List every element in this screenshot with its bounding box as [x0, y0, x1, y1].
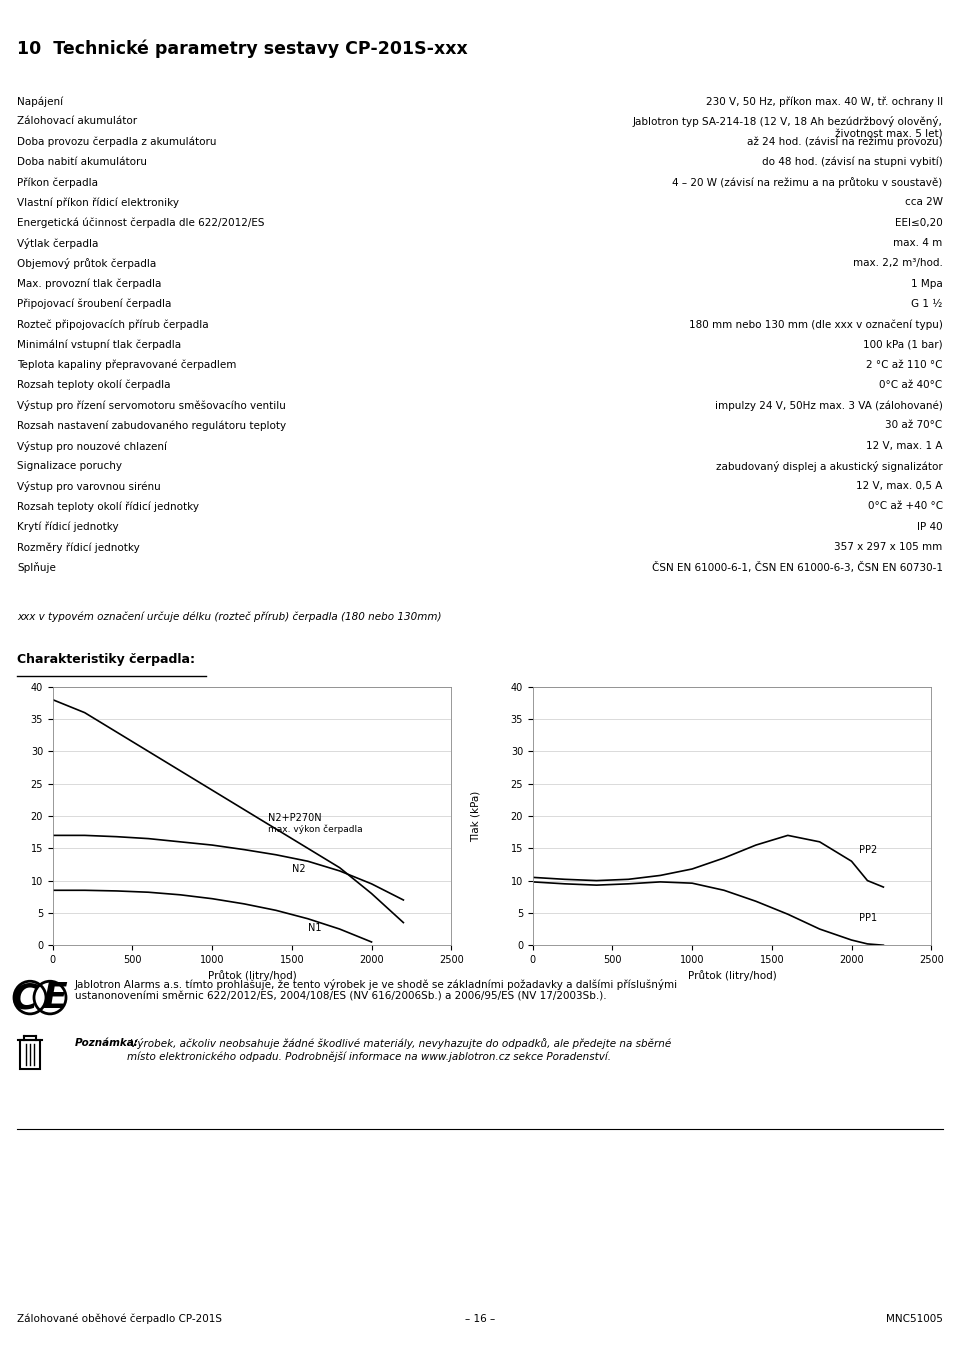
Text: Jablotron typ SA-214-18 (12 V, 18 Ah bezúdržbový olověný,
životnost max. 5 let): Jablotron typ SA-214-18 (12 V, 18 Ah bez… — [633, 117, 943, 139]
Text: max. 4 m: max. 4 m — [894, 238, 943, 248]
Y-axis label: Tlak (kPa): Tlak (kPa) — [471, 790, 481, 842]
Text: max. 2,2 m³/hod.: max. 2,2 m³/hod. — [852, 258, 943, 268]
Text: až 24 hod. (závisí na režimu provozu): až 24 hod. (závisí na režimu provozu) — [747, 137, 943, 147]
Text: cca 2W: cca 2W — [904, 197, 943, 208]
Text: Charakteristiky čerpadla:: Charakteristiky čerpadla: — [17, 653, 195, 665]
Text: MNC51005: MNC51005 — [886, 1314, 943, 1325]
Text: 180 mm nebo 130 mm (dle xxx v označení typu): 180 mm nebo 130 mm (dle xxx v označení t… — [689, 320, 943, 329]
Text: xxx v typovém označení určuje délku (rozteč přírub) čerpadla (180 nebo 130mm): xxx v typovém označení určuje délku (roz… — [17, 612, 442, 622]
Text: Rozsah nastavení zabudovaného regulátoru teploty: Rozsah nastavení zabudovaného regulátoru… — [17, 420, 286, 431]
Text: 30 až 70°C: 30 až 70°C — [885, 420, 943, 430]
FancyBboxPatch shape — [20, 1040, 40, 1069]
Text: Rozsah teploty okolí čerpadla: Rozsah teploty okolí čerpadla — [17, 379, 171, 390]
Text: ČSN EN 61000-6-1, ČSN EN 61000-6-3, ČSN EN 60730-1: ČSN EN 61000-6-1, ČSN EN 61000-6-3, ČSN … — [652, 562, 943, 574]
X-axis label: Průtok (litry/hod): Průtok (litry/hod) — [207, 971, 297, 982]
Text: 10  Technické parametry sestavy CP-201S-xxx: 10 Technické parametry sestavy CP-201S-x… — [17, 39, 468, 58]
Text: Připojovací šroubení čerpadla: Připojovací šroubení čerpadla — [17, 299, 172, 309]
Text: – 16 –: – 16 – — [465, 1314, 495, 1325]
Text: IP 40: IP 40 — [917, 522, 943, 532]
Text: do 48 hod. (závisí na stupni vybití): do 48 hod. (závisí na stupni vybití) — [762, 156, 943, 167]
Text: Výstup pro varovnou sirénu: Výstup pro varovnou sirénu — [17, 481, 161, 492]
Text: Napájení: Napájení — [17, 97, 63, 106]
Text: Krytí řídicí jednotky: Krytí řídicí jednotky — [17, 522, 119, 532]
Text: Poznámka:: Poznámka: — [75, 1039, 139, 1049]
Text: 0°C až 40°C: 0°C až 40°C — [879, 379, 943, 390]
Text: N2+P270N: N2+P270N — [268, 813, 322, 823]
Text: 2 °C až 110 °C: 2 °C až 110 °C — [866, 359, 943, 370]
Text: G 1 ½: G 1 ½ — [911, 299, 943, 309]
Text: 4 – 20 W (závisí na režimu a na průtoku v soustavě): 4 – 20 W (závisí na režimu a na průtoku … — [672, 177, 943, 188]
Text: Výstup pro nouzové chlazení: Výstup pro nouzové chlazení — [17, 441, 167, 452]
Text: 12 V, max. 0,5 A: 12 V, max. 0,5 A — [856, 481, 943, 491]
Text: Jablotron Alarms a.s. tímto prohlašuje, že tento výrobek je ve shodě se základní: Jablotron Alarms a.s. tímto prohlašuje, … — [75, 979, 678, 1002]
Text: Doba provozu čerpadla z akumulátoru: Doba provozu čerpadla z akumulátoru — [17, 137, 217, 147]
Text: Minimální vstupní tlak čerpadla: Minimální vstupní tlak čerpadla — [17, 340, 181, 350]
Text: Objemový průtok čerpadla: Objemový průtok čerpadla — [17, 258, 156, 269]
Text: Teplota kapaliny přepravované čerpadlem: Teplota kapaliny přepravované čerpadlem — [17, 359, 237, 370]
Text: impulzy 24 V, 50Hz max. 3 VA (zálohované): impulzy 24 V, 50Hz max. 3 VA (zálohované… — [715, 400, 943, 411]
Text: Doba nabití akumulátoru: Doba nabití akumulátoru — [17, 156, 147, 167]
X-axis label: Průtok (litry/hod): Průtok (litry/hod) — [687, 971, 777, 982]
Text: Rozsah teploty okolí řídicí jednotky: Rozsah teploty okolí řídicí jednotky — [17, 502, 200, 511]
Text: 100 kPa (1 bar): 100 kPa (1 bar) — [863, 340, 943, 350]
Text: Splňuje: Splňuje — [17, 562, 56, 574]
Text: PP2: PP2 — [859, 845, 877, 855]
Text: Max. provozní tlak čerpadla: Max. provozní tlak čerpadla — [17, 279, 161, 290]
Text: N2: N2 — [292, 865, 305, 874]
Text: E: E — [42, 982, 66, 1015]
Text: Vlastní příkon řídicí elektroniky: Vlastní příkon řídicí elektroniky — [17, 197, 180, 208]
Text: C: C — [12, 982, 38, 1015]
Text: Příkon čerpadla: Příkon čerpadla — [17, 177, 98, 188]
Text: Rozteč připojovacích přírub čerpadla: Rozteč připojovacích přírub čerpadla — [17, 320, 209, 329]
Text: Výstup pro řízení servomotoru směšovacího ventilu: Výstup pro řízení servomotoru směšovacíh… — [17, 400, 286, 411]
Text: Zálohované oběhové čerpadlo CP-201S: Zálohované oběhové čerpadlo CP-201S — [17, 1314, 223, 1325]
Text: Signalizace poruchy: Signalizace poruchy — [17, 461, 122, 471]
Text: Energetická účinnost čerpadla dle 622/2012/ES: Energetická účinnost čerpadla dle 622/20… — [17, 218, 265, 228]
Text: max. výkon čerpadla: max. výkon čerpadla — [268, 824, 363, 834]
Text: Rozměry řídicí jednotky: Rozměry řídicí jednotky — [17, 543, 140, 552]
Text: 0°C až +40 °C: 0°C až +40 °C — [868, 502, 943, 511]
Text: zabudovaný displej a akustický signalizátor: zabudovaný displej a akustický signalizá… — [716, 461, 943, 472]
Y-axis label: Tlak (kPa): Tlak (kPa) — [0, 790, 1, 842]
Text: 1 Mpa: 1 Mpa — [911, 279, 943, 288]
Text: Výrobek, ačkoliv neobsahuje žádné škodlivé materiály, nevyhazujte do odpadků, al: Výrobek, ačkoliv neobsahuje žádné škodli… — [127, 1039, 671, 1062]
Text: PP1: PP1 — [859, 913, 877, 923]
Text: EEI≤0,20: EEI≤0,20 — [895, 218, 943, 227]
Text: Zálohovací akumulátor: Zálohovací akumulátor — [17, 117, 137, 126]
Text: Výtlak čerpadla: Výtlak čerpadla — [17, 238, 99, 249]
Text: 357 x 297 x 105 mm: 357 x 297 x 105 mm — [834, 543, 943, 552]
Text: 230 V, 50 Hz, příkon max. 40 W, tř. ochrany II: 230 V, 50 Hz, příkon max. 40 W, tř. ochr… — [706, 97, 943, 106]
Text: N1: N1 — [308, 922, 322, 933]
Text: 12 V, max. 1 A: 12 V, max. 1 A — [866, 441, 943, 450]
